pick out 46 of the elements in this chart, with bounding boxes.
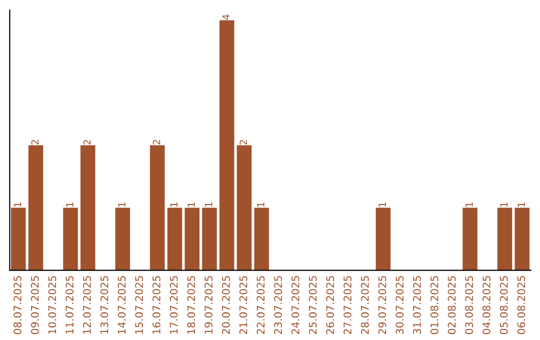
x-tick-label: 04.08.2025 [482, 276, 490, 334]
data-label: 4 [222, 14, 230, 20]
data-label: 2 [152, 140, 160, 145]
x-tick-label: 23.07.2025 [274, 276, 282, 334]
x-tick-label: 02.08.2025 [448, 276, 456, 334]
x-tick-label: 18.07.2025 [187, 276, 196, 334]
x-tick-label: 06.08.2025 [517, 276, 526, 334]
x-tick-label: 13.07.2025 [100, 276, 108, 334]
data-label: 2 [83, 140, 91, 145]
data-label: 2 [31, 140, 38, 145]
data-label: 1 [205, 202, 212, 207]
x-tick-label: 17.07.2025 [170, 276, 178, 334]
x-tick-label: 09.07.2025 [30, 276, 39, 334]
data-label: 1 [188, 202, 195, 207]
data-label: 1 [466, 202, 473, 207]
x-tick-label: 01.08.2025 [430, 276, 438, 334]
data-label: 1 [66, 202, 74, 207]
x-tick-label: 15.07.2025 [135, 276, 144, 334]
x-tick-label: 21.07.2025 [239, 276, 248, 334]
x-tick-label: 26.07.2025 [326, 276, 334, 334]
x-tick-label: 05.08.2025 [500, 276, 508, 334]
data-label: 1 [170, 202, 178, 207]
x-tick-label: 30.07.2025 [396, 276, 404, 334]
x-tick-label: 24.07.2025 [291, 276, 300, 334]
data-label: 1 [518, 202, 525, 207]
x-tick-label: 27.07.2025 [344, 276, 352, 334]
x-tick-label: 11.07.2025 [66, 276, 74, 334]
x-tick-label: 20.07.2025 [222, 276, 230, 334]
data-label: 1 [14, 202, 22, 207]
x-tick-label: 31.07.2025 [413, 276, 421, 334]
data-label: 1 [257, 202, 264, 207]
x-tick-label: 12.07.2025 [83, 276, 91, 334]
x-tick-label: 08.07.2025 [14, 276, 22, 334]
x-tick-label: 16.07.2025 [152, 276, 160, 334]
x-tick-label: 29.07.2025 [378, 276, 386, 334]
x-tick-label: 10.07.2025 [48, 276, 56, 334]
x-tick-label: 19.07.2025 [204, 276, 212, 334]
data-label: 1 [500, 202, 508, 207]
data-label: 1 [118, 202, 126, 207]
x-tick-label: 28.07.2025 [360, 276, 369, 334]
data-label: 1 [378, 202, 386, 207]
x-tick-label: 22.07.2025 [256, 276, 265, 334]
x-tick-label: 25.07.2025 [308, 276, 317, 334]
x-tick-label: 14.07.2025 [118, 276, 126, 334]
x-tick-label: 03.08.2025 [465, 276, 474, 334]
data-label: 2 [240, 140, 247, 145]
